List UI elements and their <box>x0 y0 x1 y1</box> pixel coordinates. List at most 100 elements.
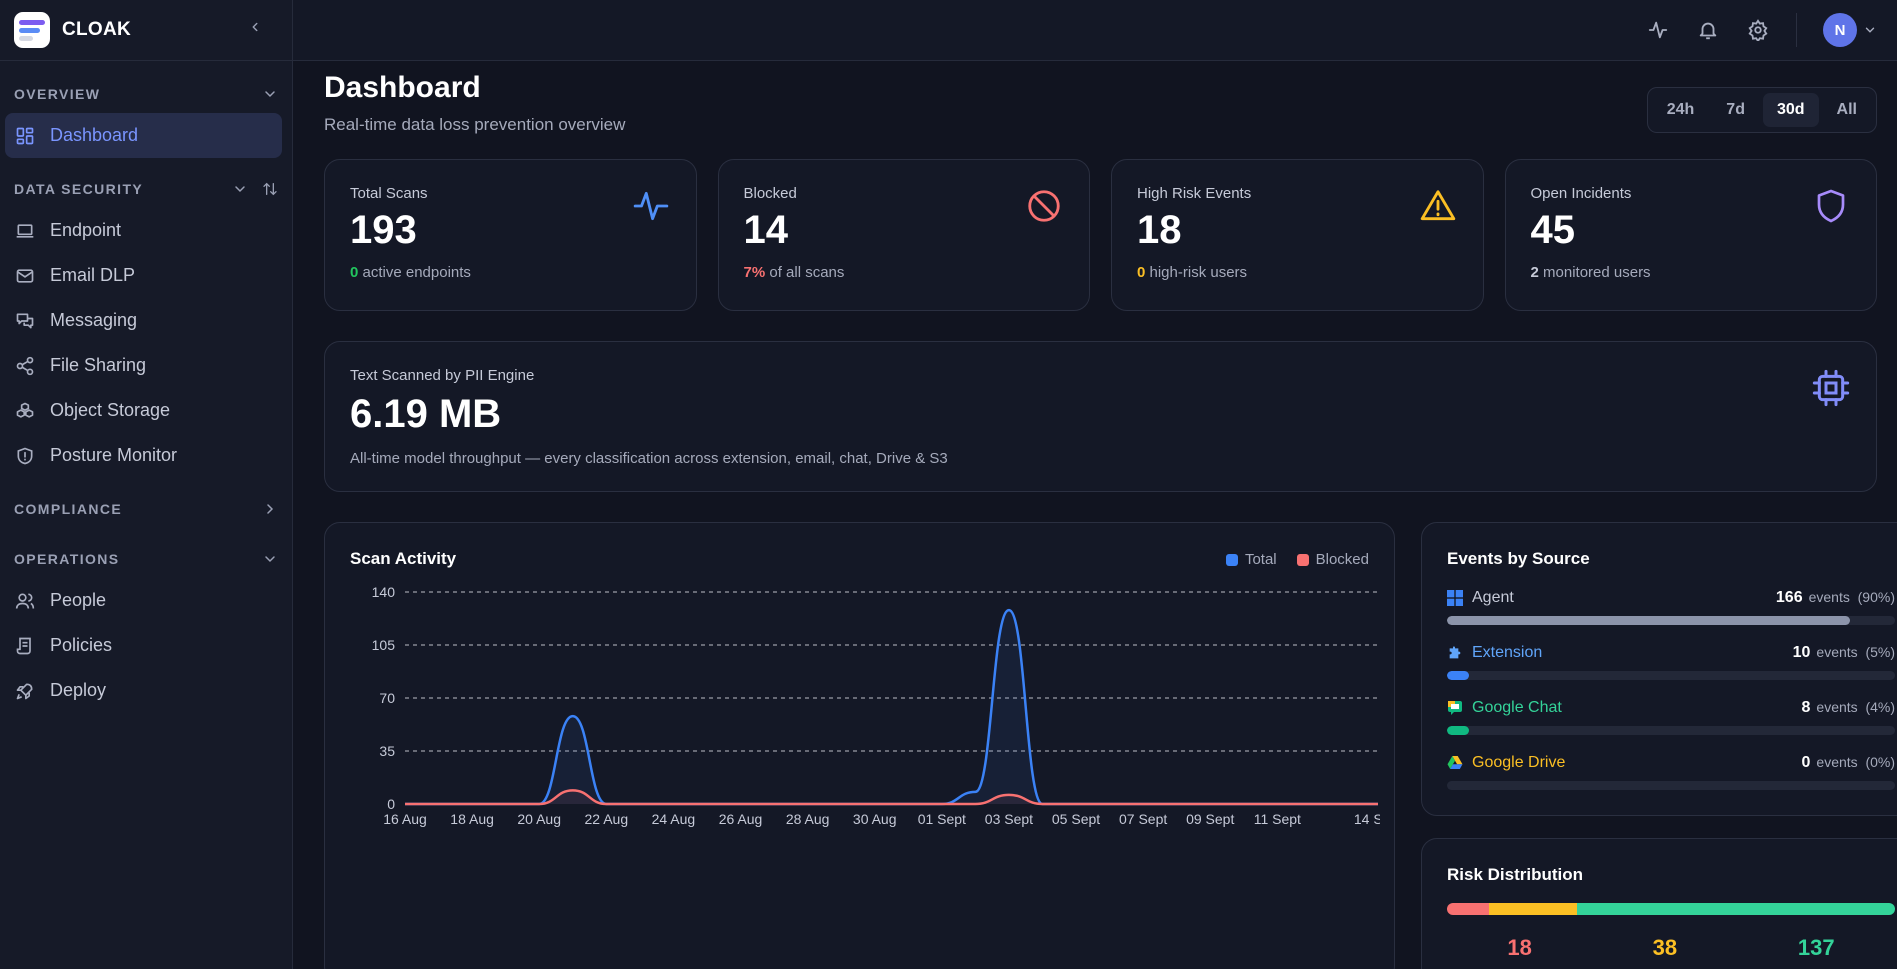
stat-card-open-incidents[interactable]: Open Incidents 45 2 monitored users <box>1504 159 1877 311</box>
main-area: N Dashboard Real-time data loss preventi… <box>293 0 1897 969</box>
stat-note-strong: 2 <box>1530 264 1539 281</box>
rocket-icon <box>14 680 36 702</box>
scan-activity-card: Scan Activity Total Blocked 0 35 70 105 140 1… <box>324 522 1395 969</box>
sidebar-item-email-dlp[interactable]: Email DLP <box>5 253 282 298</box>
source-row-google-drive[interactable]: Google Drive 0 events (0%) <box>1447 754 1895 790</box>
stat-label: Total Scans <box>350 185 428 202</box>
section-title: OVERVIEW <box>14 86 101 102</box>
events-by-source-card: Events by Source Agent 166 events (90%) Ext… <box>1421 522 1897 816</box>
nav-section-overview: OVERVIEW Dashboard <box>0 75 292 158</box>
source-bar-track <box>1447 781 1895 790</box>
y-tick-label: 70 <box>379 690 395 706</box>
sidebar-item-posture-monitor[interactable]: Posture Monitor <box>5 433 282 478</box>
puzzle-icon <box>1447 645 1463 661</box>
users-icon <box>14 590 36 612</box>
source-bar-track <box>1447 616 1895 625</box>
avatar[interactable]: N <box>1823 13 1857 47</box>
stat-card-blocked[interactable]: Blocked 14 7% of all scans <box>717 159 1090 311</box>
chart-legend: Total Blocked <box>1225 551 1369 568</box>
stat-card-high-risk-events[interactable]: High Risk Events 18 0 high-risk users <box>1111 159 1484 311</box>
risk-count: 137 <box>1797 935 1835 960</box>
x-tick-label: 03 Sept <box>985 811 1033 827</box>
bell-icon[interactable] <box>1696 18 1720 42</box>
brand-header: CLOAK <box>0 0 292 61</box>
stat-card-total-scans[interactable]: Total Scans 193 0 active endpoints <box>324 159 697 311</box>
x-tick-label: 09 Sept <box>1186 811 1234 827</box>
sidebar-item-label: File Sharing <box>50 355 147 375</box>
x-tick-label: 05 Sept <box>1052 811 1100 827</box>
risk-title: Risk Distribution <box>1447 865 1584 884</box>
source-label: Google Chat <box>1472 699 1562 716</box>
user-menu[interactable]: N <box>1823 13 1877 47</box>
sidebar-item-dashboard[interactable]: Dashboard <box>5 113 282 158</box>
cpu-icon <box>1811 368 1851 408</box>
gear-icon[interactable] <box>1746 18 1770 42</box>
risk-count: 38 <box>1652 935 1678 960</box>
stat-value: 14 <box>743 208 789 252</box>
brand-name: CLOAK <box>62 19 132 40</box>
range-7d-button[interactable]: 7d <box>1726 101 1745 118</box>
stat-note: 7% of all scans <box>744 264 1065 281</box>
section-header-compliance[interactable]: COMPLIANCE <box>0 490 292 528</box>
sidebar-item-label: People <box>50 590 107 610</box>
source-percent: (5%) <box>1865 644 1895 660</box>
x-tick-label: 28 Aug <box>786 811 830 827</box>
legend-item-total[interactable]: Total <box>1225 551 1277 568</box>
sidebar-item-object-storage[interactable]: Object Storage <box>5 388 282 433</box>
source-row-google-chat[interactable]: Google Chat 8 events (4%) <box>1447 699 1895 735</box>
activity-icon[interactable] <box>1646 18 1670 42</box>
source-row-extension[interactable]: Extension 10 events (5%) <box>1447 644 1895 680</box>
risk-counts: 18 38 137 <box>1447 935 1895 961</box>
sidebar-item-label: Messaging <box>50 310 138 330</box>
sidebar-item-label: Policies <box>50 635 113 655</box>
google-drive-icon <box>1447 755 1463 771</box>
pii-value: 6.19 MB <box>350 392 502 436</box>
source-unit: events <box>1816 699 1858 715</box>
pii-label: Text Scanned by PII Engine <box>350 367 535 384</box>
sidebar-item-file-sharing[interactable]: File Sharing <box>5 343 282 388</box>
dashboard-icon <box>14 125 36 147</box>
source-name: Google Chat <box>1447 699 1562 717</box>
x-tick-label: 01 Sept <box>918 811 966 827</box>
sidebar-item-deploy[interactable]: Deploy <box>5 668 282 713</box>
source-count: 166 events (90%) <box>1776 589 1895 607</box>
x-tick-label: 16 Aug <box>383 811 427 827</box>
source-bar-fill <box>1447 616 1851 625</box>
source-name: Extension <box>1447 644 1542 662</box>
sidebar-item-label: Email DLP <box>50 265 136 285</box>
legend-item-blocked[interactable]: Blocked <box>1296 551 1369 568</box>
chevron-down-icon <box>265 91 275 98</box>
chart-title: Scan Activity <box>350 549 457 568</box>
shield-icon <box>1811 186 1851 226</box>
range-24h-button[interactable]: 24h <box>1666 101 1695 118</box>
source-unit: events <box>1816 644 1858 660</box>
sort-icon[interactable] <box>262 181 278 197</box>
chevron-down-icon <box>1865 27 1875 33</box>
sidebar-item-label: Dashboard <box>50 125 139 145</box>
source-count-value: 10 <box>1792 644 1811 661</box>
sidebar-item-messaging[interactable]: Messaging <box>5 298 282 343</box>
divider <box>1796 13 1797 47</box>
x-tick-label: 11 Sept <box>1254 811 1301 827</box>
x-tick-label: 30 Aug <box>853 811 897 827</box>
range-30d-button[interactable]: 30d <box>1762 93 1819 127</box>
stat-note-strong: 7% <box>743 264 766 281</box>
x-tick-label: 22 Aug <box>585 811 629 827</box>
page-title: Dashboard <box>324 71 481 104</box>
google-chat-icon <box>1447 700 1463 716</box>
section-header-overview[interactable]: OVERVIEW <box>0 75 292 113</box>
source-row-agent[interactable]: Agent 166 events (90%) <box>1447 589 1895 625</box>
collapse-sidebar-button[interactable] <box>244 16 266 38</box>
sidebar-item-label: Posture Monitor <box>50 445 178 465</box>
section-header-operations[interactable]: OPERATIONS <box>0 540 292 578</box>
stat-note-strong: 0 <box>1137 264 1146 281</box>
section-header-data-security[interactable]: DATA SECURITY <box>0 170 292 208</box>
stat-note-text: of all scans <box>765 264 845 281</box>
sidebar-item-endpoint[interactable]: Endpoint <box>5 208 282 253</box>
cloak-logo <box>14 12 50 48</box>
windows-icon <box>1447 590 1463 606</box>
range-all-button[interactable]: All <box>1836 101 1857 118</box>
activity-icon <box>631 186 671 226</box>
sidebar-item-people[interactable]: People <box>5 578 282 623</box>
sidebar-item-policies[interactable]: Policies <box>5 623 282 668</box>
